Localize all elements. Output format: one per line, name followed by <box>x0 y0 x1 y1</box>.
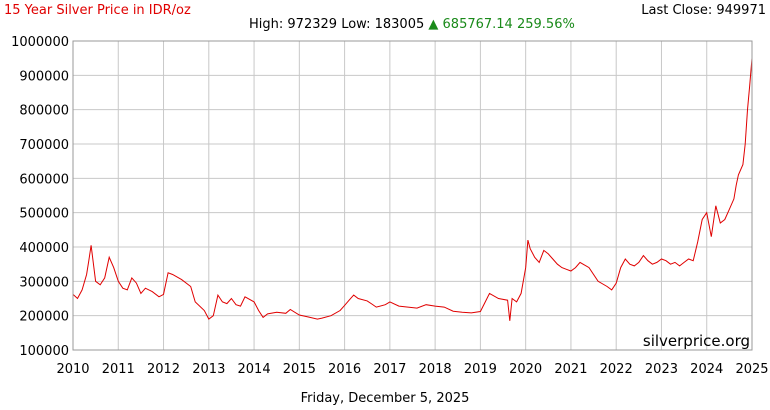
change-percent: 259.56% <box>516 17 575 32</box>
price-chart: 100000 200000 300000 400000 500000 600000 7000… <box>11 35 768 377</box>
y-axis-labels: 100000 200000 300000 400000 500000 600000 7000… <box>11 35 69 359</box>
x-tick-label: 2011 <box>102 362 135 377</box>
x-tick-label: 2013 <box>192 362 225 377</box>
change-value: 685767.14 <box>442 17 513 32</box>
grid <box>72 40 753 351</box>
chart-title: 15 Year Silver Price in IDR/oz <box>4 3 191 18</box>
high-value: 972329 <box>287 17 338 32</box>
watermark: silverprice.org <box>643 332 750 350</box>
x-tick-label: 2015 <box>283 362 316 377</box>
y-tick-label: 700000 <box>19 138 69 153</box>
last-close: Last Close: 949971 <box>641 3 766 18</box>
x-tick-label: 2023 <box>645 362 678 377</box>
y-tick-label: 400000 <box>19 241 69 256</box>
low-label: Low: <box>341 17 371 32</box>
x-tick-label: 2016 <box>328 362 361 377</box>
y-tick-label: 600000 <box>19 172 69 187</box>
x-tick-label: 2024 <box>690 362 723 377</box>
price-stats: High: 972329 Low: 183005 ▲ 685767.14 259… <box>249 17 575 32</box>
y-tick-label: 1000000 <box>11 35 69 50</box>
x-tick-label: 2025 <box>735 362 768 377</box>
footer-date: Friday, December 5, 2025 <box>300 391 470 406</box>
x-tick-label: 2017 <box>373 362 406 377</box>
y-tick-label: 300000 <box>19 275 69 290</box>
up-arrow-icon: ▲ <box>428 17 439 32</box>
plot-frame <box>72 40 753 351</box>
x-axis-labels: 2010 2011 2012 2013 2014 2015 2016 2017 2018 2019… <box>56 362 768 377</box>
price-line <box>72 58 753 321</box>
low-value: 183005 <box>374 17 425 32</box>
y-tick-label: 800000 <box>19 104 69 119</box>
x-tick-label: 2020 <box>509 362 542 377</box>
y-tick-label: 200000 <box>19 310 69 325</box>
y-tick-label: 900000 <box>19 69 69 84</box>
x-tick-label: 2019 <box>464 362 497 377</box>
y-tick-label: 100000 <box>19 344 69 359</box>
y-tick-label: 500000 <box>19 207 69 222</box>
x-tick-label: 2022 <box>600 362 633 377</box>
x-tick-label: 2010 <box>56 362 89 377</box>
x-tick-label: 2012 <box>147 362 180 377</box>
x-tick-label: 2021 <box>554 362 587 377</box>
x-tick-label: 2014 <box>238 362 271 377</box>
x-tick-label: 2018 <box>419 362 452 377</box>
high-label: High: <box>249 17 284 32</box>
